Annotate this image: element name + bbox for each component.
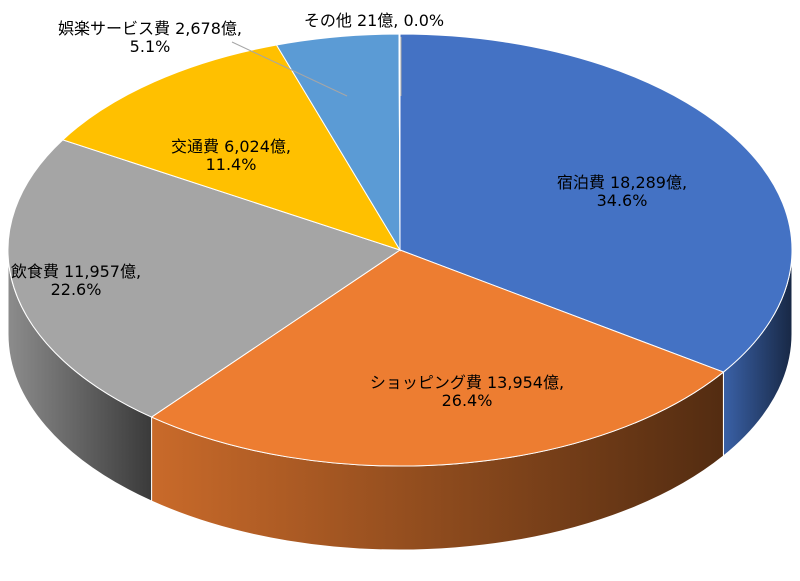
slice-0 (399, 33, 793, 373)
data-label-5: その他 21億, 0.0% (304, 11, 444, 30)
slice-5 (398, 33, 401, 251)
slice-2 (7, 139, 402, 418)
data-label-2: 飲食費 11,957億, 22.6% (11, 262, 141, 299)
slice-3 (61, 44, 402, 251)
leader-lines (231, 37, 402, 97)
pie-slices (7, 33, 793, 467)
leader-line-4 (231, 41, 348, 97)
data-label-0: 宿泊費 18,289億, 34.6% (557, 173, 687, 210)
data-label-1: ショッピング費 13,954億, 26.4% (370, 373, 564, 410)
slice-1 (150, 249, 725, 467)
data-label-4: 娯楽サービス費 2,678億, 5.1% (58, 19, 242, 56)
data-label-3: 交通費 6,024億, 11.4% (171, 137, 291, 174)
data-labels: 宿泊費 18,289億, 34.6% ショッピング費 13,954億, 26.4% 飲食… (11, 11, 687, 410)
